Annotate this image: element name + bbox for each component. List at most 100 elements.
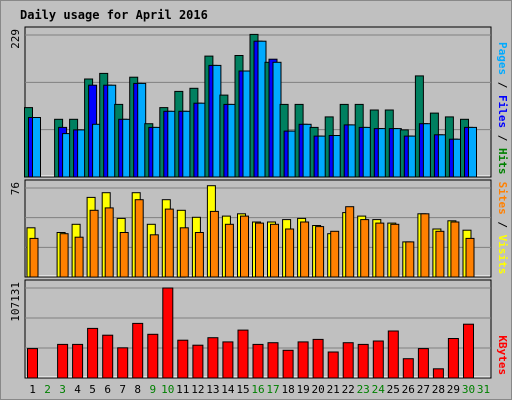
bar-sites-day-13	[209, 210, 219, 278]
visits-panel: 76 Sites / Visits	[9, 179, 509, 278]
panels-layer: 229 Pages / Files / Hits 76 Sites / Visits 1…	[9, 26, 509, 379]
x-tick-label-day-29: 29	[447, 383, 460, 396]
bar-sites-day-9	[149, 234, 159, 278]
x-tick-label-day-4: 4	[74, 383, 81, 396]
bar-kbytes-day-29	[447, 338, 459, 379]
x-tick-label-day-18: 18	[281, 383, 294, 396]
bar-kbytes-day-18	[282, 349, 294, 379]
bar-kbytes-day-15	[237, 329, 249, 379]
bar-sites-day-27	[420, 213, 430, 278]
x-tick-label-day-13: 13	[206, 383, 219, 396]
bar-kbytes-day-12	[192, 344, 204, 379]
bar-kbytes-day-30	[463, 323, 474, 379]
bar-kbytes-day-3	[57, 343, 69, 379]
x-tick-label-day-6: 6	[104, 383, 111, 396]
bar-sites-day-16	[255, 222, 264, 278]
x-tick-label-day-28: 28	[432, 383, 445, 396]
visits-panel-side-label-part: Sites	[496, 182, 509, 215]
bar-sites-day-25	[390, 223, 400, 278]
hits-panel-side-label-part: Files	[496, 95, 509, 128]
bar-sites-day-6	[104, 207, 114, 278]
kbytes-panel-max-label: 107131	[9, 282, 22, 322]
bar-kbytes-day-6	[102, 334, 114, 379]
x-tick-label-day-15: 15	[236, 383, 249, 396]
bar-sites-day-4	[74, 236, 84, 278]
bar-kbytes-day-19	[297, 341, 309, 379]
bar-kbytes-day-16	[252, 343, 264, 379]
x-tick-label-day-23: 23	[357, 383, 370, 396]
x-tick-label-day-3: 3	[59, 383, 66, 396]
x-tick-label-day-5: 5	[89, 383, 96, 396]
hits-panel-side-label-part: Pages	[496, 42, 509, 75]
bar-sites-day-7	[119, 232, 129, 278]
bar-sites-day-26	[405, 241, 415, 278]
bar-sites-day-14	[224, 223, 234, 278]
bar-sites-day-29	[450, 221, 460, 278]
bar-kbytes-day-7	[117, 347, 129, 379]
x-tick-label-day-30: 30	[462, 383, 475, 396]
bar-sites-day-19	[300, 221, 310, 278]
bar-kbytes-day-4	[72, 343, 84, 379]
hits-panel-side-label: Pages / Files / Hits	[496, 42, 509, 175]
bar-kbytes-day-21	[327, 351, 339, 379]
visits-panel-side-label-part: Visits	[496, 235, 509, 275]
bar-kbytes-day-13	[207, 337, 219, 379]
bar-pages-day-30	[468, 126, 477, 178]
bar-sites-day-21	[330, 230, 340, 278]
bar-sites-day-30	[465, 237, 475, 278]
bar-sites-day-23	[360, 219, 370, 278]
visits-panel-side-label-part: /	[496, 215, 509, 235]
hits-panel-side-label-part: /	[496, 128, 509, 148]
x-tick-label-day-26: 26	[402, 383, 415, 396]
x-tick-label-day-12: 12	[191, 383, 204, 396]
visits-panel-side-label: Sites / Visits	[496, 182, 509, 275]
bar-kbytes-day-17	[267, 342, 279, 379]
kbytes-panel-side-label: KBytes	[496, 335, 509, 375]
bar-sites-day-8	[134, 199, 144, 278]
bar-sites-day-3	[59, 233, 69, 278]
bar-kbytes-day-28	[432, 368, 444, 379]
bar-sites-day-15	[240, 215, 249, 278]
bar-sites-day-5	[89, 209, 99, 278]
hits-panel-side-label-part: /	[496, 75, 509, 95]
x-tick-label-day-11: 11	[176, 383, 189, 396]
bar-sites-day-24	[375, 222, 385, 278]
bar-sites-day-11	[179, 227, 189, 278]
bar-sites-day-17	[270, 223, 279, 278]
x-tick-label-day-1: 1	[29, 383, 36, 396]
hits-panel-side-label-part: Hits	[496, 148, 509, 175]
hits-panel: 229 Pages / Files / Hits	[9, 26, 509, 178]
bar-kbytes-day-14	[222, 341, 234, 379]
bar-kbytes-day-25	[387, 330, 399, 379]
bar-kbytes-day-27	[417, 348, 429, 379]
bar-kbytes-day-5	[87, 327, 99, 379]
chart-title: Daily usage for April 2016	[20, 8, 208, 22]
x-tick-label-day-21: 21	[327, 383, 340, 396]
bar-sites-day-18	[285, 228, 295, 278]
visits-panel-max-label: 76	[9, 182, 22, 195]
x-tick-label-day-14: 14	[221, 383, 235, 396]
x-tick-label-day-27: 27	[417, 383, 430, 396]
bar-sites-day-20	[315, 226, 325, 278]
x-tick-label-day-8: 8	[134, 383, 141, 396]
x-tick-label-day-16: 16	[251, 383, 264, 396]
x-tick-label-day-22: 22	[342, 383, 355, 396]
x-tick-label-day-7: 7	[119, 383, 126, 396]
x-tick-label-day-2: 2	[44, 383, 51, 396]
bar-kbytes-day-11	[177, 339, 189, 379]
x-tick-label-day-31: 31	[477, 383, 490, 396]
bar-sites-day-22	[345, 206, 355, 278]
x-tick-label-day-9: 9	[149, 383, 156, 396]
x-tick-label-day-19: 19	[296, 383, 309, 396]
bar-kbytes-day-24	[372, 340, 384, 379]
x-tick-label-day-20: 20	[311, 383, 324, 396]
bar-sites-day-1	[29, 237, 39, 278]
bar-kbytes-day-26	[402, 358, 414, 379]
bar-kbytes-day-22	[342, 342, 354, 379]
bar-kbytes-day-20	[312, 338, 324, 379]
bar-kbytes-day-10	[162, 287, 174, 379]
bar-pages-day-1	[32, 117, 41, 178]
bar-kbytes-day-23	[357, 343, 369, 379]
kbytes-panel: 107131 KBytes	[9, 279, 509, 379]
